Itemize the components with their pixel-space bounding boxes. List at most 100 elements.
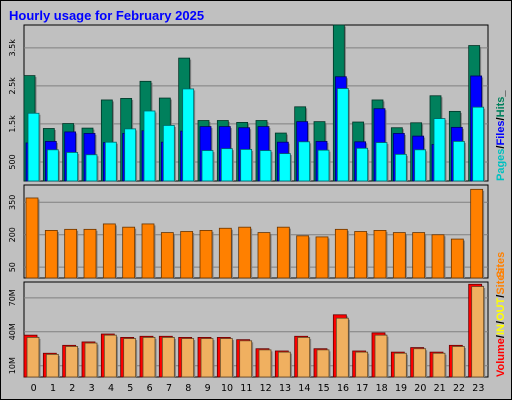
bar-sites [334,228,348,279]
y-tick-label: 10M [8,357,17,374]
bar-sites [44,230,58,279]
x-tick-label: 19 [395,383,407,394]
bar-pages [356,147,369,182]
side-label-1: Sites [495,252,507,278]
bar-out [413,348,427,378]
bar-out [65,346,79,378]
x-tick-label: 5 [127,383,133,394]
bar-sites [373,230,387,279]
bar-sites [431,234,445,279]
y-tick-label: 500 [8,154,17,169]
side-label-part: Files [495,120,507,145]
side-label-2: Volume/IN/OUT/Sites [495,268,507,377]
bar-out [200,338,214,378]
bar-pages [414,149,427,182]
x-tick-label: 1 [50,383,56,394]
bar-sites [218,227,232,279]
x-tick-label: 13 [279,383,291,394]
x-tick-label: 9 [205,383,211,394]
x-tick-label: 21 [434,383,446,394]
x-tick-label: 6 [147,383,153,394]
x-tick-label: 8 [185,383,191,394]
x-tick-label: 20 [414,383,426,394]
side-label-part: Pages [495,149,507,181]
bar-pages [336,88,349,182]
bar-sites [102,223,116,279]
x-tick-label: 15 [318,383,330,394]
bar-pages [162,125,175,182]
bar-sites [122,226,136,279]
x-tick-label: 23 [472,383,484,394]
bar-pages [375,142,388,182]
bar-sites [64,228,78,279]
bar-out [181,338,195,378]
bar-out [297,337,311,378]
bar-sites [412,232,426,279]
bar-pages [259,150,272,182]
bar-sites [180,231,194,279]
bar-pages [124,128,137,182]
bar-pages [240,149,253,182]
side-label-part: / [495,295,507,298]
y-tick-label: 1.5k [8,115,17,133]
bar-out [26,337,40,378]
bar-out [451,346,465,378]
bar-sites [276,226,290,279]
bar-sites [392,232,406,279]
plot-area-1 [23,184,489,279]
bar-out [84,342,98,378]
side-label-part: / [495,335,507,338]
x-tick-label: 16 [337,383,349,394]
bar-pages [27,112,40,182]
y-tick-label: 2.5k [8,77,17,95]
y-tick-label: 200 [8,227,17,242]
x-tick-label: 17 [356,383,368,394]
x-tick-label: 22 [453,383,465,394]
bar-pages [394,153,407,182]
x-tick-label: 14 [298,383,310,394]
x-tick-label: 4 [108,383,114,394]
bar-sites [25,197,39,279]
x-tick-label: 11 [240,383,252,394]
y-tick-label: 3.5k [8,39,17,57]
bar-out [277,351,291,378]
side-label-part: Hits [495,97,507,118]
bar-pages [85,154,98,182]
x-tick-label: 3 [89,383,95,394]
bar-sites [160,232,174,279]
side-label-part: Volume [495,338,507,377]
x-tick-label: 7 [166,383,172,394]
bar-sites [257,232,271,279]
bar-pages [433,118,446,182]
bar-out [355,351,369,378]
y-tick-label: 50 [8,262,17,272]
bar-out [103,334,117,378]
side-label-part: Sites [495,268,507,294]
bar-pages [298,141,311,182]
bar-sites [450,238,464,279]
x-tick-label: 18 [376,383,388,394]
bar-out [471,286,485,378]
bar-pages [104,141,117,182]
bar-pages [66,152,79,182]
bar-out [239,340,253,378]
bar-sites [141,223,155,279]
bar-sites [296,235,310,279]
bar-sites [315,236,329,279]
bar-out [316,349,330,378]
bar-pages [46,149,59,182]
bar-out [142,337,156,378]
bar-out [45,353,59,378]
bar-sites [470,188,484,279]
x-tick-label: 10 [221,383,233,394]
bar-pages [143,110,156,182]
y-tick-label: 70M [8,289,17,306]
x-tick-label: 2 [69,383,75,394]
bar-pages [452,141,465,182]
bar-out [219,338,233,378]
y-tick-label: 40M [8,323,17,340]
side-label-0: Pages/Files/Hits_ [495,90,507,181]
side-label-part: Sites [495,252,507,278]
bar-out [374,334,388,378]
bar-pages [317,149,330,182]
